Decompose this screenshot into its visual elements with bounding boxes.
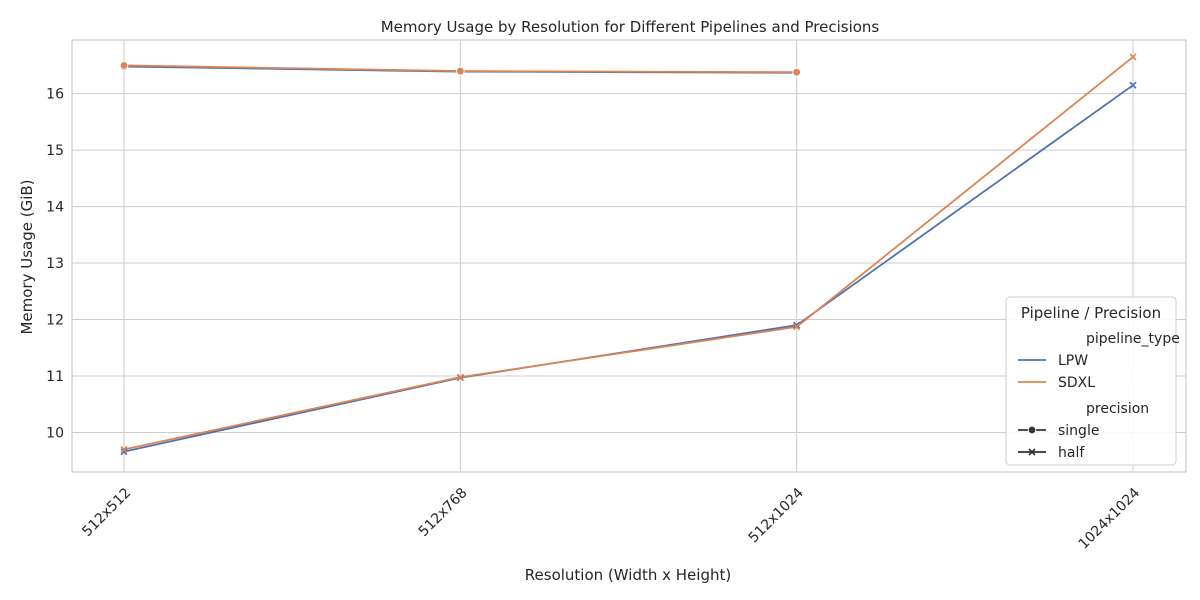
data-point-sdxl-half xyxy=(793,323,801,331)
data-point-sdxl-single xyxy=(792,67,801,77)
data-point-lpw-half xyxy=(120,448,128,456)
y-tick-label: 10 xyxy=(46,425,64,441)
legend-label-half: half xyxy=(1058,445,1085,461)
data-point-lpw-half xyxy=(793,321,801,329)
legend-header-pipeline: pipeline_type xyxy=(1086,331,1180,347)
legend-marker-half xyxy=(1028,448,1036,456)
data-point-lpw-half xyxy=(1129,81,1137,89)
legend-header-precision: precision xyxy=(1086,401,1149,417)
legend: Pipeline / Precision pipeline_type LPW SDXL… xyxy=(1005,296,1180,466)
plot-frame xyxy=(71,39,1187,473)
y-tick-label: 14 xyxy=(46,200,64,216)
legend-marker-single xyxy=(1027,425,1037,435)
y-axis-label: Memory Usage (GiB) xyxy=(18,179,36,334)
y-tick-label: 15 xyxy=(46,143,64,159)
y-tick-label: 16 xyxy=(46,87,64,103)
y-tick-label: 13 xyxy=(46,256,64,272)
legend-label-sdxl: SDXL xyxy=(1058,375,1095,391)
legend-label-single: single xyxy=(1058,423,1099,439)
y-tick-label: 12 xyxy=(46,313,64,329)
x-axis-label: Resolution (Width x Height) xyxy=(525,566,731,584)
y-tick-labels: 10 11 12 13 14 15 16 xyxy=(46,87,64,442)
data-point-sdxl-half xyxy=(120,445,128,453)
data-point-sdxl-single xyxy=(119,61,129,70)
series-markers xyxy=(119,53,1137,456)
data-point-sdxl-half xyxy=(1129,53,1137,61)
y-tick-label: 11 xyxy=(46,369,64,385)
chart-title: Memory Usage by Resolution for Different… xyxy=(381,18,880,36)
data-point-sdxl-single xyxy=(456,66,465,76)
data-point-sdxl-half xyxy=(456,373,464,381)
plot-area xyxy=(71,39,1187,473)
legend-title: Pipeline / Precision xyxy=(1021,304,1161,322)
legend-label-lpw: LPW xyxy=(1058,353,1088,369)
series-line-sdxl-half xyxy=(123,56,1134,451)
legend-box xyxy=(1005,296,1177,466)
